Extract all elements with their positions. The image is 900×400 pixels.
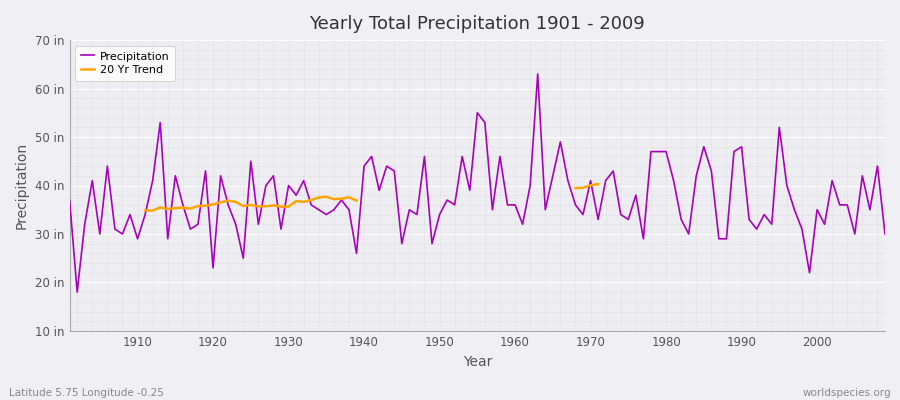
Precipitation — [132, 236, 143, 241]
Precipitation — [518, 222, 528, 227]
20 Yr Trend — [185, 206, 196, 211]
20 Yr Trend — [328, 197, 339, 202]
Precipitation — [532, 72, 543, 76]
Text: Latitude 5.75 Longitude -0.25: Latitude 5.75 Longitude -0.25 — [9, 388, 164, 398]
20 Yr Trend — [246, 202, 256, 207]
20 Yr Trend — [162, 207, 173, 212]
Legend: Precipitation, 20 Yr Trend: Precipitation, 20 Yr Trend — [76, 46, 175, 81]
20 Yr Trend — [193, 204, 203, 208]
Precipitation — [509, 202, 520, 207]
Y-axis label: Precipitation: Precipitation — [15, 142, 29, 229]
Text: worldspecies.org: worldspecies.org — [803, 388, 891, 398]
20 Yr Trend — [200, 204, 211, 208]
20 Yr Trend — [268, 203, 279, 208]
20 Yr Trend — [351, 198, 362, 203]
20 Yr Trend — [336, 196, 346, 201]
20 Yr Trend — [260, 204, 271, 209]
Precipitation — [616, 212, 626, 217]
20 Yr Trend — [321, 194, 332, 199]
Line: 20 Yr Trend: 20 Yr Trend — [145, 197, 356, 211]
Precipitation — [879, 232, 890, 236]
Title: Yearly Total Precipitation 1901 - 2009: Yearly Total Precipitation 1901 - 2009 — [310, 15, 645, 33]
Precipitation — [64, 198, 75, 202]
20 Yr Trend — [238, 204, 248, 208]
20 Yr Trend — [208, 202, 219, 207]
20 Yr Trend — [291, 199, 302, 204]
20 Yr Trend — [344, 195, 355, 200]
20 Yr Trend — [177, 205, 188, 210]
20 Yr Trend — [230, 200, 241, 204]
X-axis label: Year: Year — [463, 355, 492, 369]
20 Yr Trend — [275, 204, 286, 209]
20 Yr Trend — [170, 206, 181, 210]
20 Yr Trend — [148, 208, 158, 213]
20 Yr Trend — [155, 205, 166, 210]
20 Yr Trend — [298, 200, 309, 204]
20 Yr Trend — [223, 198, 234, 203]
20 Yr Trend — [140, 208, 150, 213]
20 Yr Trend — [215, 200, 226, 205]
20 Yr Trend — [306, 198, 317, 202]
Precipitation — [344, 207, 355, 212]
Precipitation — [72, 290, 83, 294]
20 Yr Trend — [313, 195, 324, 200]
Precipitation — [298, 178, 309, 183]
20 Yr Trend — [253, 204, 264, 209]
20 Yr Trend — [284, 204, 294, 209]
Line: Precipitation: Precipitation — [69, 74, 885, 292]
